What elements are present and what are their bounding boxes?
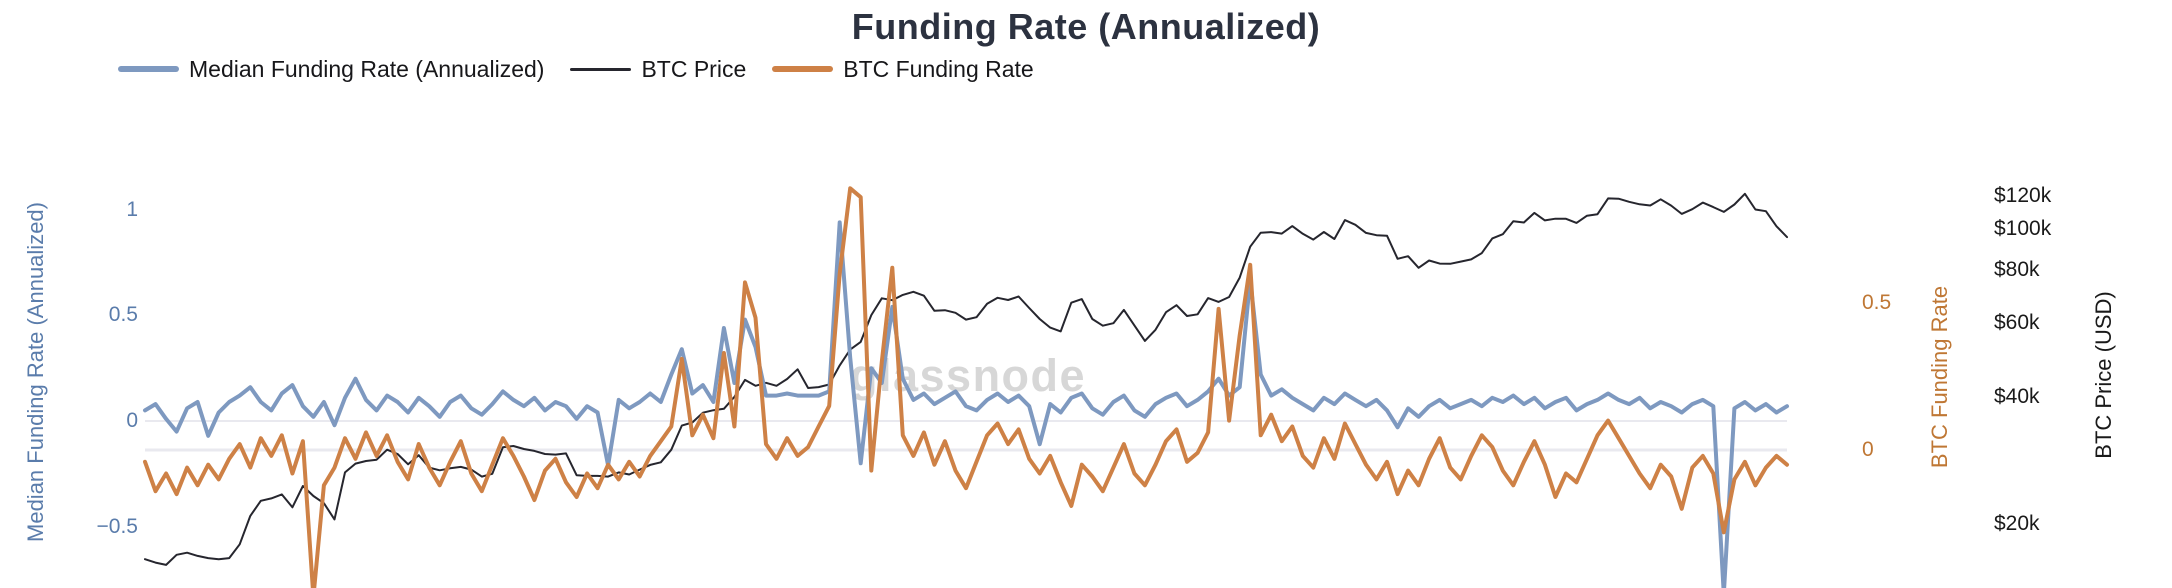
price-axis-tick-$40k: $40k bbox=[1994, 384, 2040, 408]
left-axis-tick-1: 1 bbox=[126, 197, 138, 221]
btc-price-line bbox=[144, 192, 1788, 566]
price-axis-tick-$20k: $20k bbox=[1994, 511, 2040, 535]
glassnode-watermark: glassnode bbox=[850, 350, 1087, 401]
price-axis-tick-$60k: $60k bbox=[1994, 310, 2040, 334]
left-axis-tick-0.5: 0.5 bbox=[108, 303, 138, 327]
median-funding-rate-annualized-line bbox=[143, 220, 1789, 588]
chart-title: Funding Rate (Annualized) bbox=[851, 6, 1321, 47]
legend-label-1: BTC Price bbox=[641, 56, 747, 82]
btc-funding-rate-line bbox=[143, 186, 1789, 588]
legend-label-0: Median Funding Rate (Annualized) bbox=[189, 56, 545, 82]
price-axis-tick-$100k: $100k bbox=[1994, 217, 2052, 240]
legend-item-0[interactable]: Median Funding Rate (Annualized) bbox=[118, 56, 544, 82]
legend-swatch-0 bbox=[118, 66, 179, 72]
legend: Median Funding Rate (Annualized) BTC Pric… bbox=[118, 56, 1034, 82]
legend-swatch-2 bbox=[772, 66, 834, 72]
legend-label-2: BTC Funding Rate bbox=[843, 56, 1034, 82]
funding-axis-tick-0: 0 bbox=[1862, 438, 1874, 461]
legend-item-1[interactable]: BTC Price bbox=[570, 56, 746, 82]
legend-swatch-1 bbox=[570, 67, 632, 71]
legend-item-2[interactable]: BTC Funding Rate bbox=[772, 56, 1034, 82]
price-axis-tick-$80k: $80k bbox=[1994, 257, 2040, 281]
price-axis-tick-$120k: $120k bbox=[1994, 183, 2052, 207]
left-axis-tick-0: 0 bbox=[126, 409, 138, 432]
funding-axis-tick-0.5: 0.5 bbox=[1862, 291, 1892, 314]
left-axis-tick-−0.5: −0.5 bbox=[96, 514, 138, 538]
